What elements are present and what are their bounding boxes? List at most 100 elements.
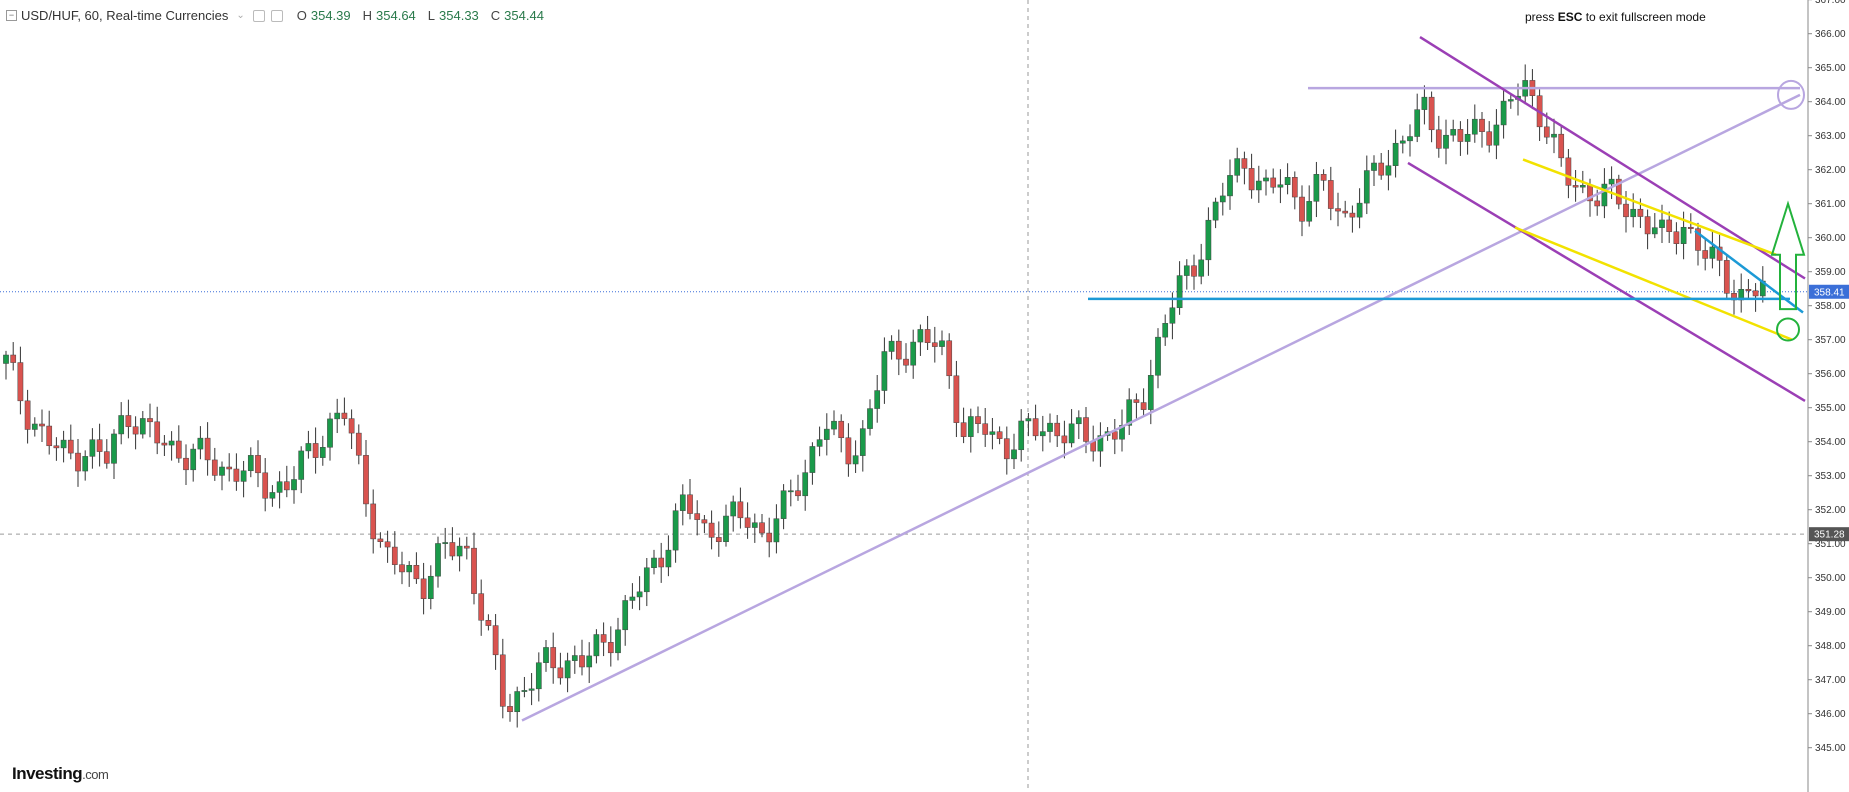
candle-down <box>507 706 513 713</box>
candle-up <box>1277 184 1284 188</box>
y-tick-label: 361.00 <box>1815 199 1846 210</box>
candle-up <box>442 542 449 544</box>
candle-down <box>1594 200 1601 207</box>
candle-down <box>17 362 24 402</box>
eye-icon[interactable] <box>252 9 265 22</box>
chevron-down-icon[interactable]: ⌄ <box>236 10 245 21</box>
candle-up <box>1551 133 1557 138</box>
candle-down <box>413 565 420 580</box>
candle-down <box>550 647 557 669</box>
investing-logo[interactable]: Investing.com <box>12 764 109 784</box>
candle-down <box>1140 402 1147 410</box>
candle-up <box>773 518 780 543</box>
y-tick-label: 366.00 <box>1815 29 1846 40</box>
candle-down <box>1723 260 1730 294</box>
candle-down <box>1378 162 1385 176</box>
candle-down <box>471 547 477 594</box>
candle-down <box>737 501 744 519</box>
candle-up <box>1169 307 1176 324</box>
candle-up <box>1075 417 1082 425</box>
y-tick-label: 367.00 <box>1815 0 1846 6</box>
candle-down <box>1615 178 1622 205</box>
open-value: 354.39 <box>310 8 351 23</box>
candle-up <box>1011 449 1017 460</box>
candle-down <box>1342 210 1349 214</box>
candle-up <box>1212 201 1219 221</box>
candle-down <box>399 564 405 573</box>
candle-up <box>910 341 917 366</box>
candle-down <box>312 443 319 458</box>
candle-up <box>1025 418 1032 422</box>
candle-down <box>924 329 931 343</box>
candle-up <box>111 433 117 464</box>
candle-down <box>579 655 585 668</box>
candle-down <box>1687 226 1694 229</box>
candle-down <box>931 342 938 347</box>
candle-down <box>204 437 211 461</box>
candle-down <box>1745 289 1752 291</box>
candle-up <box>859 428 866 456</box>
candle-down <box>759 522 765 534</box>
candle-up <box>1097 435 1104 452</box>
candle-down <box>370 503 377 540</box>
candle-down <box>1320 174 1327 181</box>
logo-main: Investing <box>12 764 83 783</box>
collapse-legend-icon[interactable]: − <box>6 10 17 21</box>
candle-down <box>1003 438 1010 460</box>
settings-icon[interactable] <box>270 9 283 22</box>
candle-up <box>679 494 686 511</box>
candle-down <box>420 578 427 599</box>
candle-down <box>499 654 506 707</box>
candle-up <box>881 351 888 391</box>
candle-up <box>651 557 657 568</box>
candle-up <box>1680 226 1687 244</box>
high-value: 354.64 <box>376 8 416 23</box>
candle-up <box>118 415 125 435</box>
candle-up <box>247 455 254 472</box>
candle-down <box>355 432 362 456</box>
symbol-title: USD/HUF, 60, Real-time Currencies <box>21 8 229 23</box>
candle-up <box>168 440 175 446</box>
candle-down <box>1061 435 1068 444</box>
candle-down <box>183 457 189 471</box>
candle-up <box>31 423 38 430</box>
y-tick-label: 362.00 <box>1815 165 1846 176</box>
short-trend-line <box>1694 229 1804 314</box>
candle-up <box>514 691 521 713</box>
candle-down <box>1054 422 1061 437</box>
y-tick-label: 349.00 <box>1815 607 1846 618</box>
candle-up <box>1399 140 1406 144</box>
candle-up <box>989 431 996 435</box>
y-tick-label: 346.00 <box>1815 709 1846 720</box>
candle-up <box>917 329 924 343</box>
candle-down <box>1032 418 1039 437</box>
candle-down <box>211 459 218 476</box>
candle-up <box>60 439 67 449</box>
candle-down <box>996 431 1003 439</box>
candle-up <box>528 688 535 691</box>
y-tick-label: 356.00 <box>1815 369 1846 380</box>
candle-up <box>1659 219 1665 228</box>
candle-up <box>1284 177 1291 185</box>
candle-up <box>1119 425 1125 440</box>
y-tick-label: 355.00 <box>1815 403 1846 414</box>
candle-up <box>1356 202 1363 218</box>
candle-up <box>291 479 297 491</box>
candle-down <box>262 472 269 499</box>
candle-up <box>1414 109 1421 137</box>
candle-up <box>730 501 737 517</box>
candle-down <box>46 425 53 447</box>
candle-up <box>1471 118 1478 135</box>
candle-down <box>391 546 398 565</box>
candle-up <box>427 575 434 599</box>
y-tick-label: 359.00 <box>1815 267 1846 278</box>
candle-up <box>1176 275 1183 309</box>
candle-down <box>341 412 348 419</box>
candle-down <box>125 415 132 427</box>
green-circle <box>1776 317 1800 342</box>
candle-up <box>1651 227 1658 235</box>
candle-up <box>82 456 89 472</box>
candle-up <box>1313 174 1320 202</box>
